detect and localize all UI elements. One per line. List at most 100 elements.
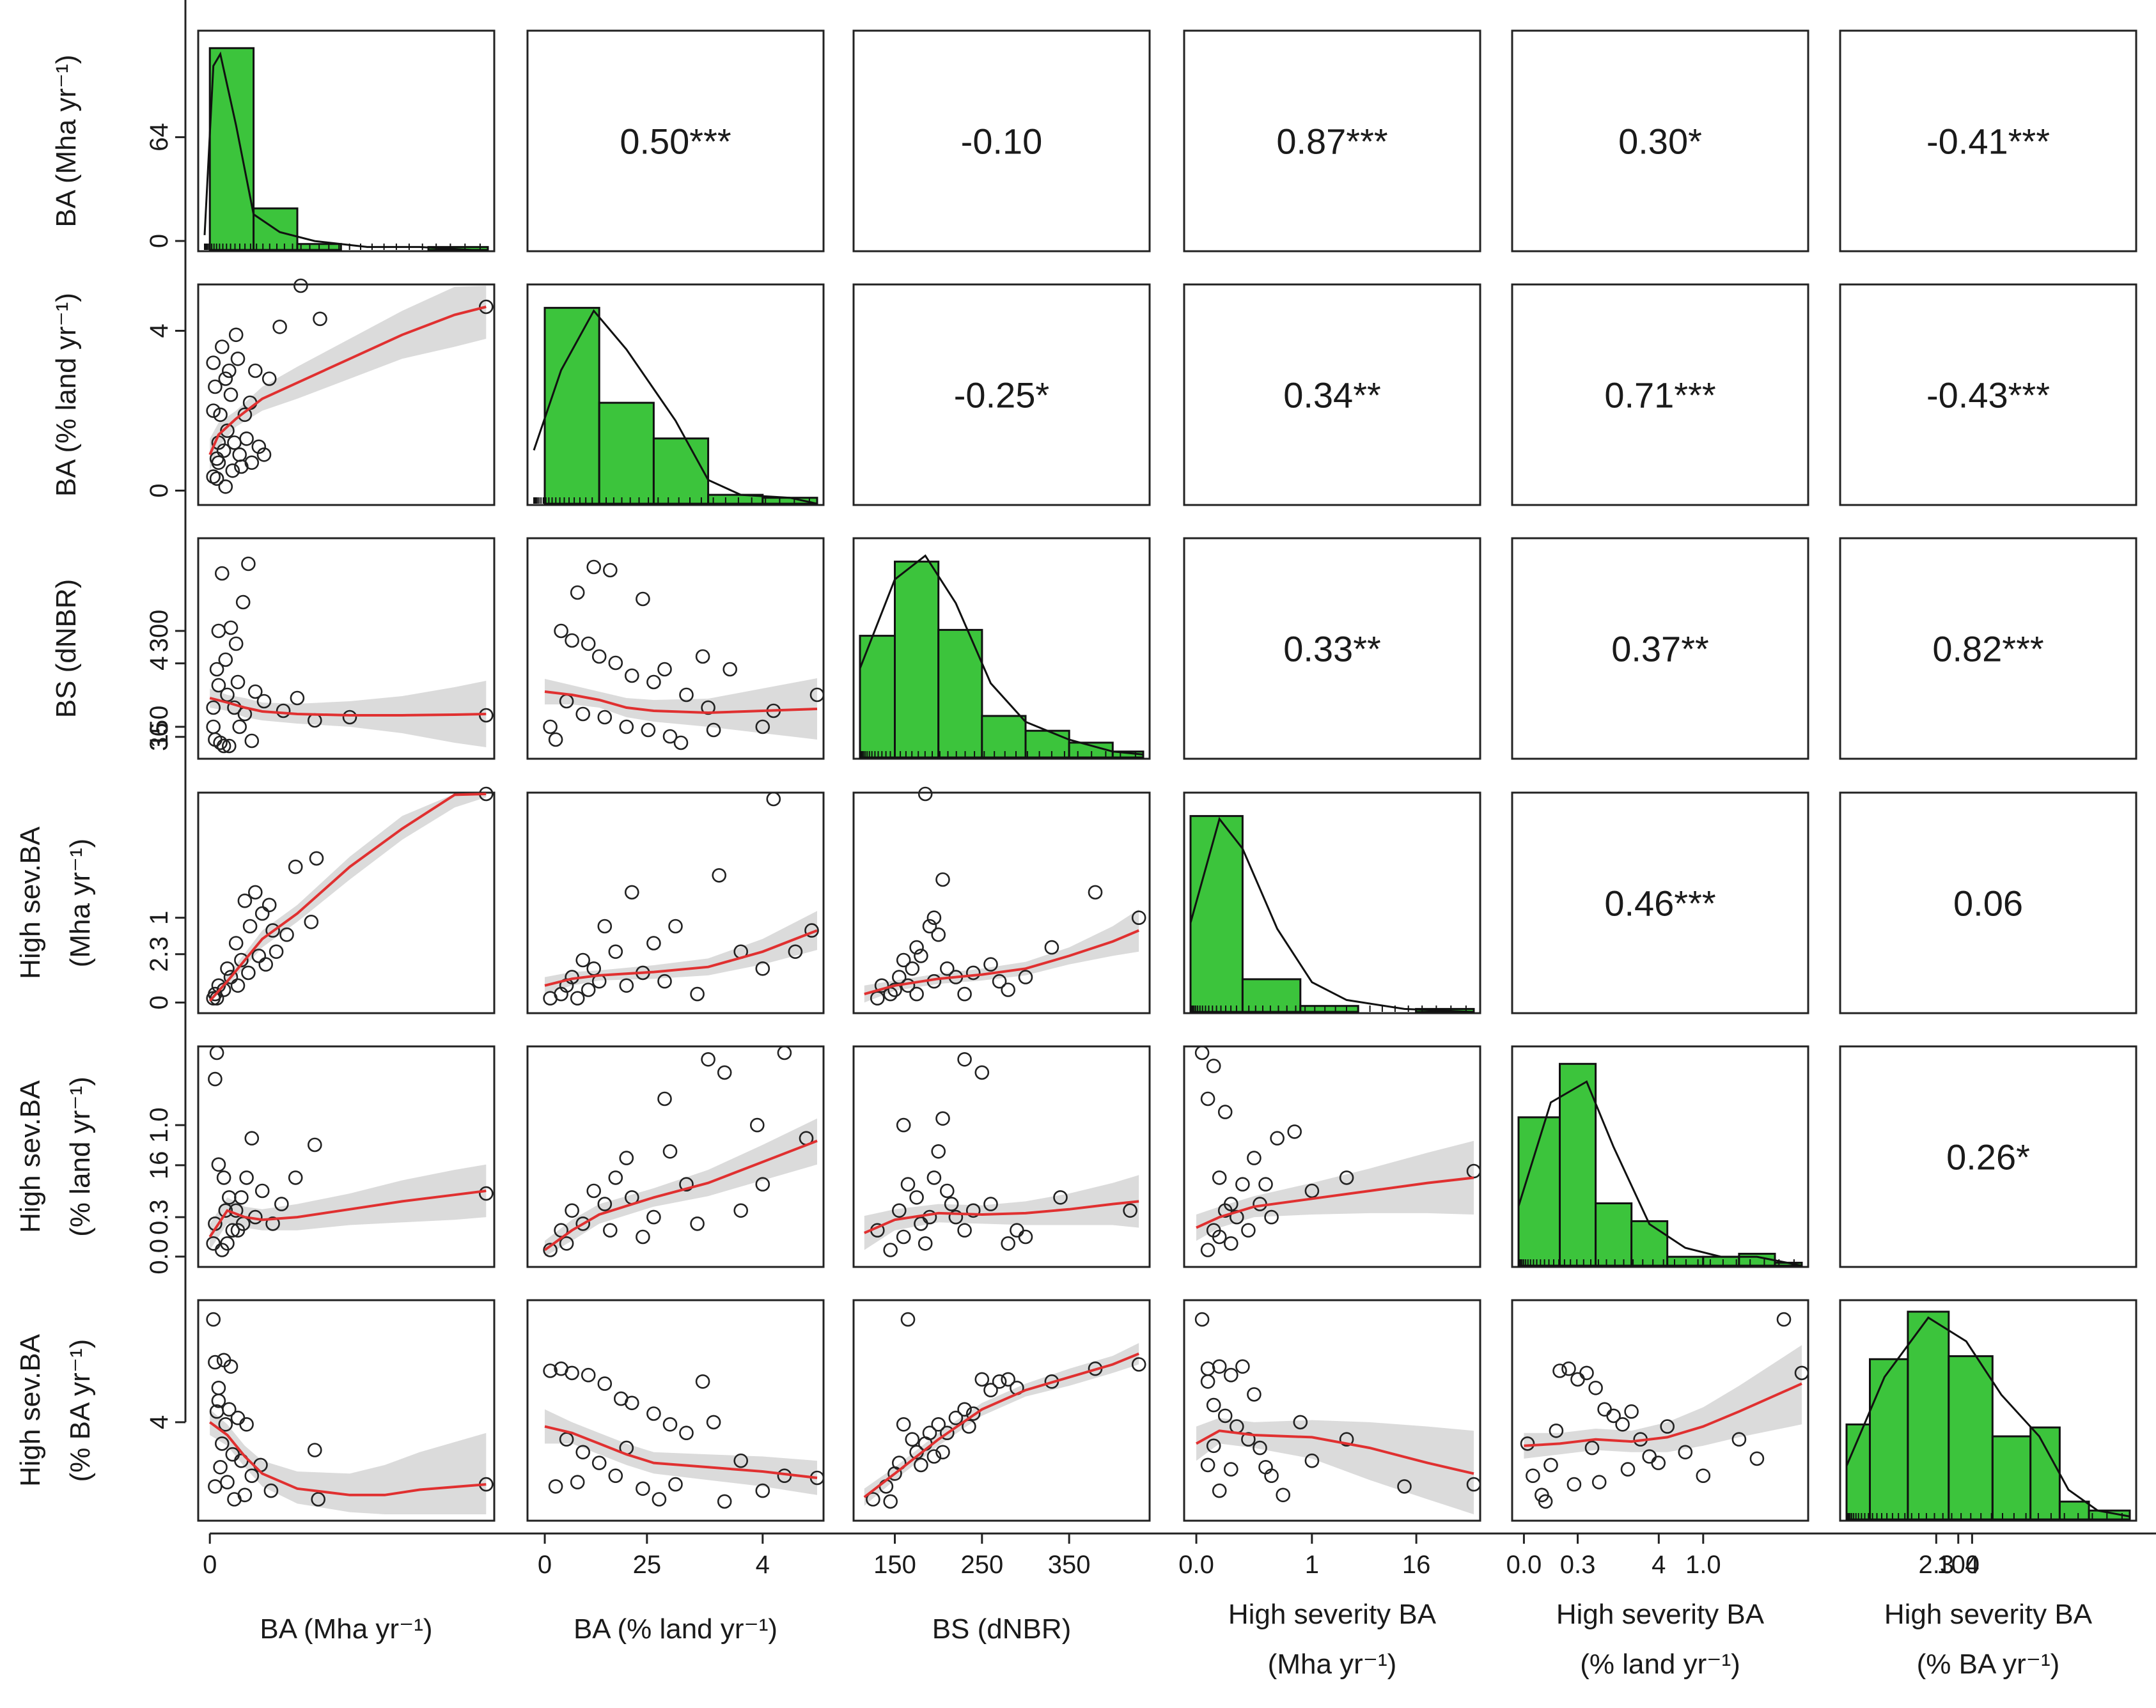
scatter-point (918, 786, 933, 802)
scatter-point (543, 1243, 558, 1257)
panel-frame-r2-c5 (1839, 537, 2137, 760)
scatter-point (311, 1492, 326, 1507)
panel-frame-r2-c3 (1183, 537, 1481, 760)
scatter-point (237, 893, 253, 908)
scatter-point (870, 991, 885, 1005)
correlation-label-r2-c3: 0.33** (1283, 629, 1381, 669)
scatter-point (225, 463, 240, 478)
panel-frame-r1-c5 (1839, 283, 2137, 506)
panel-frame-r0-c3 (1183, 29, 1481, 252)
scatter-point (755, 1483, 770, 1498)
scatter-point (1566, 1477, 1582, 1492)
scatter-point (342, 710, 357, 725)
scatter-point (1270, 1131, 1285, 1145)
x-tick-label: 0 (538, 1551, 552, 1579)
histogram-bar (1869, 1358, 1909, 1521)
scatter-point (307, 1443, 322, 1457)
scatter-point (208, 1479, 223, 1494)
scatter-point (214, 1243, 230, 1257)
scatter-point (992, 974, 1007, 989)
density-curve (203, 51, 473, 251)
scatter-point (690, 1216, 705, 1231)
scatter-point (1253, 1440, 1267, 1456)
scatter-point (1088, 885, 1103, 900)
scatter-point (624, 1395, 639, 1411)
loess-smooth-line (544, 690, 818, 715)
correlation-label-r2-c4: 0.37** (1611, 629, 1709, 669)
scatter-point (755, 1177, 770, 1192)
scatter-point (221, 1402, 237, 1417)
scatter-point (206, 355, 221, 370)
scatter-point (892, 1203, 907, 1218)
scatter-point (646, 1209, 661, 1225)
scatter-point (254, 1183, 270, 1199)
panel-frame-r5-c1 (526, 1299, 825, 1522)
histogram-bar (2029, 1426, 2061, 1521)
scatter-point (662, 1144, 678, 1159)
scatter-point (1276, 1487, 1290, 1503)
y-tick-label: 4 (145, 323, 173, 338)
panel-frame-r0-c1 (526, 29, 825, 252)
panel-frame-r2-c4 (1511, 537, 1809, 760)
scatter-point (717, 1494, 732, 1509)
scatter-point (1776, 1312, 1792, 1327)
scatter-point (209, 1045, 224, 1060)
correlation-label-r1-c3: 0.34** (1283, 375, 1381, 415)
panel-frame-r3-c1 (526, 791, 825, 1014)
panel-frame-r0-c0 (197, 29, 496, 252)
scatter-panel-r5-c4 (1520, 1312, 1809, 1509)
scatter-point (602, 563, 618, 578)
scatter-point (755, 961, 770, 976)
scatter-point (293, 278, 308, 293)
histogram-panel-2 (859, 554, 1144, 759)
scatter-point (230, 351, 246, 366)
scatter-point (244, 1131, 260, 1145)
x-axis-col-4: 0.0 0.3 1.0 2.3 (1506, 1532, 1954, 1579)
scatter-point (905, 1432, 920, 1447)
scatter-point (636, 1229, 650, 1245)
scatter-point (254, 906, 270, 921)
scatter-point (777, 1045, 792, 1060)
scatter-point (1206, 1059, 1221, 1073)
scatter-point (1397, 1479, 1412, 1494)
scatter-panel-r4-c0 (206, 1045, 494, 1257)
scatter-point (624, 668, 639, 683)
column-label-5: High severity BA (1884, 1599, 2093, 1630)
x-tick-label: 150 (873, 1551, 916, 1579)
scatter-point (265, 1216, 280, 1231)
scatter-point (232, 447, 247, 462)
scatter-point (232, 719, 247, 734)
scatter-point (896, 1229, 911, 1245)
scatter-point (220, 961, 235, 976)
scatter-point (1217, 1105, 1233, 1119)
scatter-point (223, 970, 238, 984)
scatter-point (1212, 1170, 1227, 1185)
y-tick-label: 36 (145, 723, 173, 752)
scatter-point (1526, 1468, 1540, 1483)
loess-smooth-line (864, 1200, 1139, 1234)
scatter-point (883, 1243, 898, 1257)
scatter-point (935, 1111, 950, 1126)
scatter-point (1794, 1365, 1809, 1381)
scatter-point (896, 1117, 911, 1133)
scatter-point (274, 1197, 289, 1211)
scatter-point (265, 923, 280, 938)
scatter-point (1001, 1236, 1015, 1251)
scatter-point (597, 1197, 613, 1211)
scatter-point (565, 1203, 579, 1218)
scatter-point (1543, 1457, 1558, 1473)
scatter-point (234, 952, 249, 968)
scatter-point (883, 1494, 898, 1509)
scatter-point (220, 423, 235, 439)
scatter-point (597, 710, 613, 725)
scatter-point (1200, 1361, 1215, 1376)
scatter-point (214, 1436, 230, 1451)
scatter-point (935, 872, 950, 887)
scatter-point (244, 733, 260, 749)
scatter-panel-r3-c2 (864, 786, 1146, 1005)
scatter-point (896, 1417, 911, 1432)
scatter-point (218, 479, 233, 494)
scatter-panel-r2-c0 (206, 556, 494, 754)
